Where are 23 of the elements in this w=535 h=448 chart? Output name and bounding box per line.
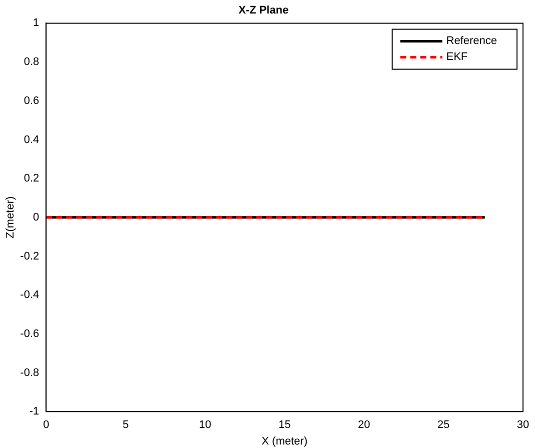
y-tick-label: 0	[33, 211, 40, 224]
legend-label: EKF	[446, 51, 468, 64]
x-tick-label: 5	[122, 419, 129, 432]
y-tick-label: 0.2	[24, 172, 40, 185]
x-axis-title: X (meter)	[262, 435, 308, 448]
y-tick-label: 0.4	[24, 134, 40, 146]
y-tick-label: 0.6	[24, 94, 40, 107]
x-tick-label: 0	[43, 419, 50, 432]
y-tick-label: -0.4	[20, 289, 40, 302]
y-tick-label: -0.6	[20, 328, 40, 340]
x-tick-label: 10	[198, 419, 212, 432]
x-tick-label: 20	[358, 419, 370, 432]
chart-title: X-Z Plane	[238, 4, 289, 17]
y-tick-label: 1	[33, 17, 40, 30]
y-tick-label: -0.8	[20, 366, 40, 379]
x-tick-label: 15	[278, 419, 291, 432]
y-tick-label: -1	[29, 406, 40, 418]
y-tick-label: -0.2	[20, 250, 40, 262]
y-axis-title: Z(meter)	[4, 196, 17, 238]
x-tick-label: 30	[516, 419, 530, 432]
legend-label: Reference	[446, 35, 498, 48]
y-tick-label: 0.8	[24, 56, 40, 68]
x-tick-label: 25	[437, 419, 450, 432]
